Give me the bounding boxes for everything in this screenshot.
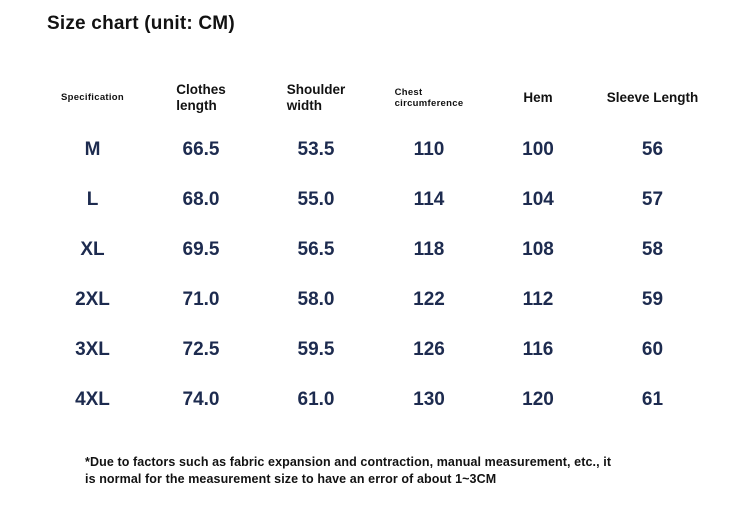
size-label: XL — [80, 239, 105, 260]
table-cell: 59 — [641, 289, 664, 310]
size-label: M — [84, 139, 101, 160]
size-table: Specification Clothes length Shoulder width C… — [40, 70, 712, 425]
table-cell: 108 — [522, 239, 554, 260]
column-header-chest-circumference: Chest circumference — [375, 70, 483, 125]
table-cell: 122 — [413, 289, 445, 310]
table-cell: 130 — [413, 389, 445, 410]
table-cell: 126 — [413, 339, 445, 360]
table-cell: 66.5 — [182, 139, 220, 160]
table-body: M 66.5 53.5 110 100 56 L 68.0 55.0 114 104 57 XL 69.5… — [40, 125, 712, 425]
column-header-clothes-length: Clothes length — [145, 70, 257, 125]
table-cell: 72.5 — [182, 339, 220, 360]
column-header-label: Sleeve Length — [606, 89, 699, 105]
table-cell: 53.5 — [297, 139, 335, 160]
table-cell: 118 — [413, 239, 445, 260]
table-cell: 120 — [522, 389, 554, 410]
column-header-sleeve-length: Sleeve Length — [593, 70, 712, 125]
table-cell: 56 — [641, 139, 664, 160]
table-cell: 71.0 — [182, 289, 220, 310]
table-cell: 60 — [641, 339, 664, 360]
table-row: 2XL 71.0 58.0 122 112 59 — [40, 275, 712, 325]
table-cell: 116 — [522, 339, 554, 360]
column-header-specification: Specification — [40, 70, 145, 125]
header-row: Specification Clothes length Shoulder width C… — [40, 70, 712, 125]
footnote: *Due to factors such as fabric expansion… — [85, 454, 611, 489]
table-cell: 74.0 — [182, 389, 220, 410]
size-label: 2XL — [75, 289, 110, 310]
table-cell: 69.5 — [182, 239, 220, 260]
table-cell: 59.5 — [297, 339, 335, 360]
size-label: L — [86, 189, 99, 210]
column-header-shoulder-width: Shoulder width — [257, 70, 375, 125]
table-row: XL 69.5 56.5 118 108 58 — [40, 225, 712, 275]
column-header-label: Specification — [60, 92, 125, 103]
table-cell: 58 — [641, 239, 664, 260]
table-cell: 110 — [413, 139, 445, 160]
column-header-label: Chest circumference — [394, 86, 464, 109]
table-row: 3XL 72.5 59.5 126 116 60 — [40, 325, 712, 375]
column-header-label: Shoulder width — [286, 81, 346, 113]
column-header-label: Clothes length — [176, 81, 226, 113]
table-row: M 66.5 53.5 110 100 56 — [40, 125, 712, 175]
column-header-hem: Hem — [483, 70, 593, 125]
table-cell: 112 — [522, 289, 554, 310]
page-title: Size chart (unit: CM) — [47, 13, 235, 34]
footnote-line-2: is normal for the measurement size to ha… — [85, 472, 497, 487]
table-cell: 61.0 — [297, 389, 335, 410]
table-cell: 114 — [413, 189, 445, 210]
table-cell: 55.0 — [297, 189, 335, 210]
table-row: L 68.0 55.0 114 104 57 — [40, 175, 712, 225]
table-cell: 68.0 — [182, 189, 220, 210]
size-label: 3XL — [75, 339, 110, 360]
table-cell: 61 — [641, 389, 664, 410]
table-cell: 58.0 — [297, 289, 335, 310]
table-cell: 104 — [522, 189, 554, 210]
column-header-label: Hem — [523, 89, 553, 105]
table-cell: 56.5 — [297, 239, 335, 260]
footnote-line-1: *Due to factors such as fabric expansion… — [85, 455, 612, 469]
table-row: 4XL 74.0 61.0 130 120 61 — [40, 375, 712, 425]
table-cell: 100 — [522, 139, 554, 160]
size-label: 4XL — [75, 389, 110, 410]
table-cell: 57 — [641, 189, 664, 210]
